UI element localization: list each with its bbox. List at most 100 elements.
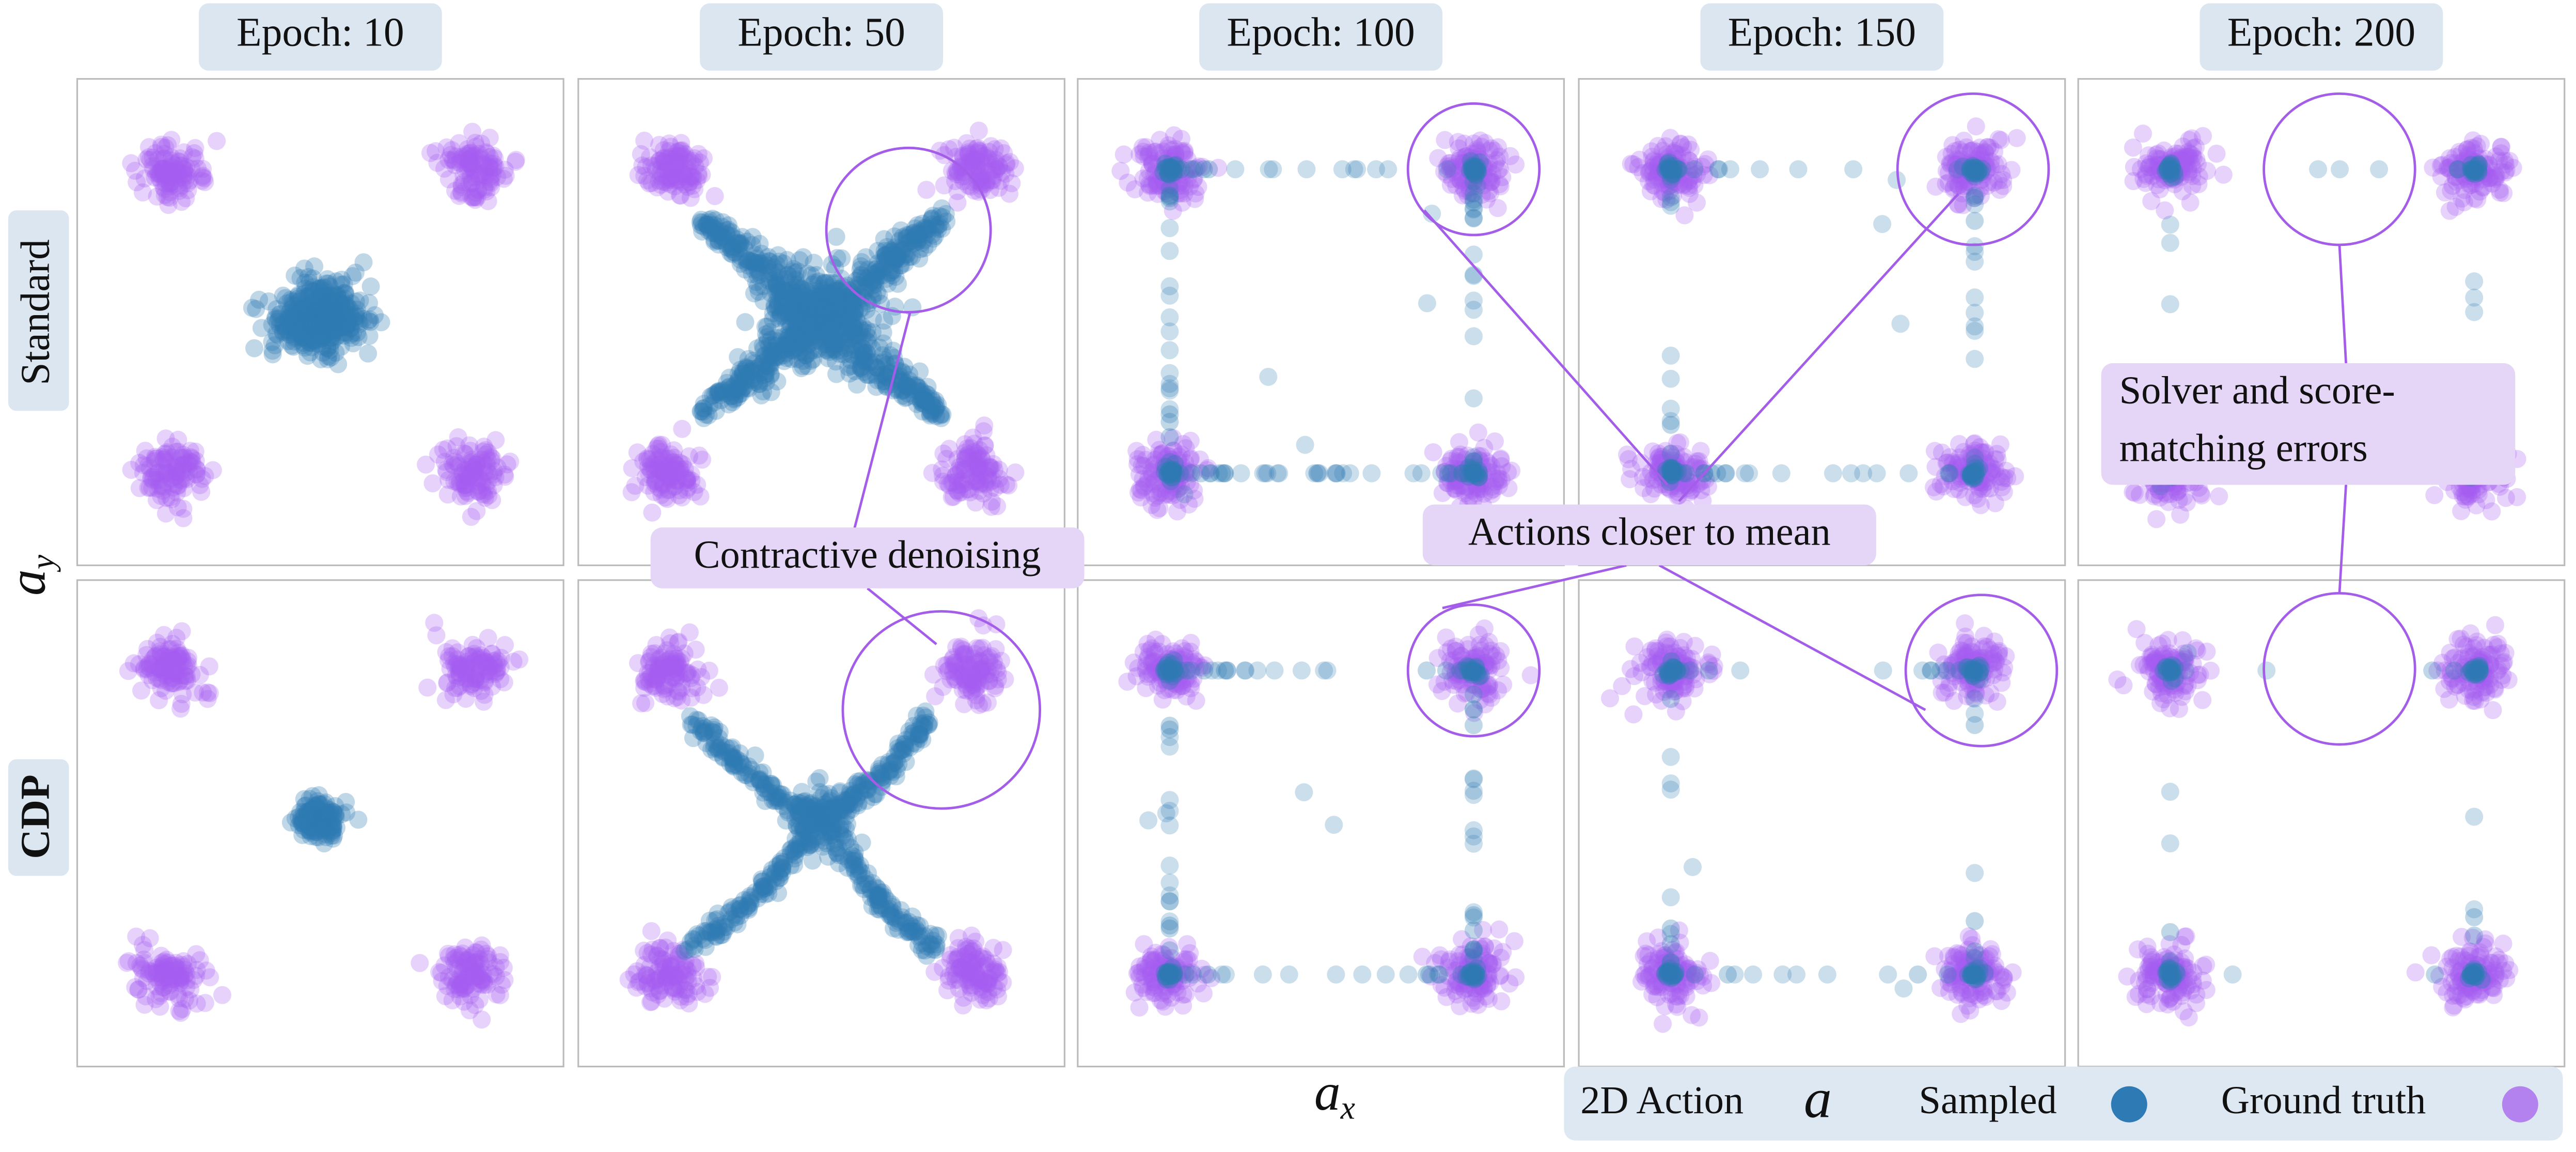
panel-frame xyxy=(1077,78,1565,566)
sampled-point xyxy=(289,292,308,311)
ground-truth-point xyxy=(193,166,212,185)
ground-truth-point xyxy=(459,475,478,494)
ground-truth-point xyxy=(453,464,472,482)
ground-truth-point xyxy=(171,463,190,481)
ground-truth-point xyxy=(130,479,149,497)
sampled-point xyxy=(335,289,354,308)
ground-truth-point xyxy=(475,464,493,482)
ground-truth-point xyxy=(163,164,182,182)
ground-truth-point xyxy=(451,153,469,172)
sampled-point xyxy=(252,319,271,337)
sampled-point xyxy=(305,305,323,324)
ground-truth-point xyxy=(452,182,470,201)
ground-truth-point xyxy=(445,456,463,475)
sampled-point xyxy=(2465,272,2484,291)
ground-truth-point xyxy=(177,165,195,183)
sampled-point xyxy=(307,302,325,321)
sampled-point xyxy=(315,317,333,336)
sampled-point xyxy=(1824,464,1842,482)
ground-truth-point xyxy=(710,678,728,697)
sampled-point xyxy=(827,227,845,246)
ground-truth-point xyxy=(196,466,214,485)
ground-truth-point xyxy=(463,147,482,166)
ground-truth-point xyxy=(1186,190,1204,208)
ground-truth-point xyxy=(139,148,158,166)
sampled-point xyxy=(302,325,321,344)
ground-truth-point xyxy=(161,488,180,507)
ground-truth-point xyxy=(179,174,197,193)
sampled-point xyxy=(1844,160,1863,179)
ground-truth-point xyxy=(153,159,171,178)
sampled-point xyxy=(280,310,299,329)
ground-truth-point xyxy=(475,178,493,197)
sampled-point xyxy=(313,285,332,304)
sampled-point xyxy=(296,312,315,330)
ground-truth-point xyxy=(952,640,970,658)
ground-truth-point xyxy=(185,144,203,162)
ground-truth-point xyxy=(193,172,211,190)
sampled-point xyxy=(1333,160,1352,179)
ground-truth-point xyxy=(459,484,478,502)
ground-truth-point xyxy=(168,463,186,481)
ground-truth-point xyxy=(180,462,198,480)
ground-truth-point xyxy=(463,151,481,170)
sampled-point xyxy=(306,304,324,323)
sampled-point xyxy=(1418,294,1436,313)
ground-truth-point xyxy=(460,174,479,193)
ground-truth-point xyxy=(161,183,179,201)
ground-truth-point xyxy=(168,971,187,990)
ground-truth-point xyxy=(467,502,486,520)
panel-frame xyxy=(577,78,1065,566)
ground-truth-point xyxy=(466,996,484,1015)
ground-truth-point xyxy=(463,122,482,141)
ground-truth-point xyxy=(171,448,190,467)
ground-truth-point xyxy=(155,955,174,973)
ground-truth-point xyxy=(459,140,477,159)
ground-truth-point xyxy=(1424,443,1442,461)
ground-truth-point xyxy=(152,487,170,505)
ground-truth-point xyxy=(147,491,166,509)
ground-truth-point xyxy=(170,1002,189,1020)
ground-truth-point xyxy=(690,446,709,465)
ground-truth-point xyxy=(146,144,165,162)
ground-truth-point xyxy=(495,465,514,484)
sampled-point xyxy=(304,324,322,343)
ground-truth-point xyxy=(164,478,182,497)
ground-truth-point xyxy=(191,476,209,494)
ground-truth-point xyxy=(468,188,486,207)
sampled-point xyxy=(1232,464,1250,482)
ground-truth-point xyxy=(482,169,500,188)
ground-truth-point xyxy=(171,156,190,175)
ground-truth-point xyxy=(450,473,469,491)
sampled-point xyxy=(347,307,365,325)
ground-truth-point xyxy=(679,178,697,196)
panel-frame xyxy=(1077,579,1565,1068)
ground-truth-point xyxy=(157,489,176,507)
ground-truth-point xyxy=(174,456,192,474)
ground-truth-point xyxy=(654,173,672,191)
ground-truth-point xyxy=(449,428,467,447)
ground-truth-point xyxy=(162,469,180,487)
ground-truth-point xyxy=(454,173,473,192)
ground-truth-point xyxy=(180,172,199,190)
ground-truth-point xyxy=(1436,131,1454,149)
ground-truth-point xyxy=(478,456,496,475)
sampled-point xyxy=(300,313,319,331)
ground-truth-point xyxy=(427,626,446,645)
ground-truth-point xyxy=(454,462,473,480)
ground-truth-point xyxy=(140,478,159,497)
sampled-point xyxy=(2161,155,2180,174)
ground-truth-point xyxy=(435,159,453,178)
ground-truth-point xyxy=(496,161,514,179)
ground-truth-point xyxy=(122,461,140,479)
sampled-point xyxy=(1709,160,1727,179)
sampled-point xyxy=(337,317,356,336)
ground-truth-point xyxy=(152,160,171,178)
sampled-point xyxy=(312,304,331,323)
ground-truth-point xyxy=(182,453,200,471)
ground-truth-point xyxy=(482,452,500,470)
ground-truth-point xyxy=(443,150,462,169)
ground-truth-point xyxy=(477,445,495,464)
ground-truth-point xyxy=(125,162,144,180)
ground-truth-point xyxy=(1501,147,1519,165)
